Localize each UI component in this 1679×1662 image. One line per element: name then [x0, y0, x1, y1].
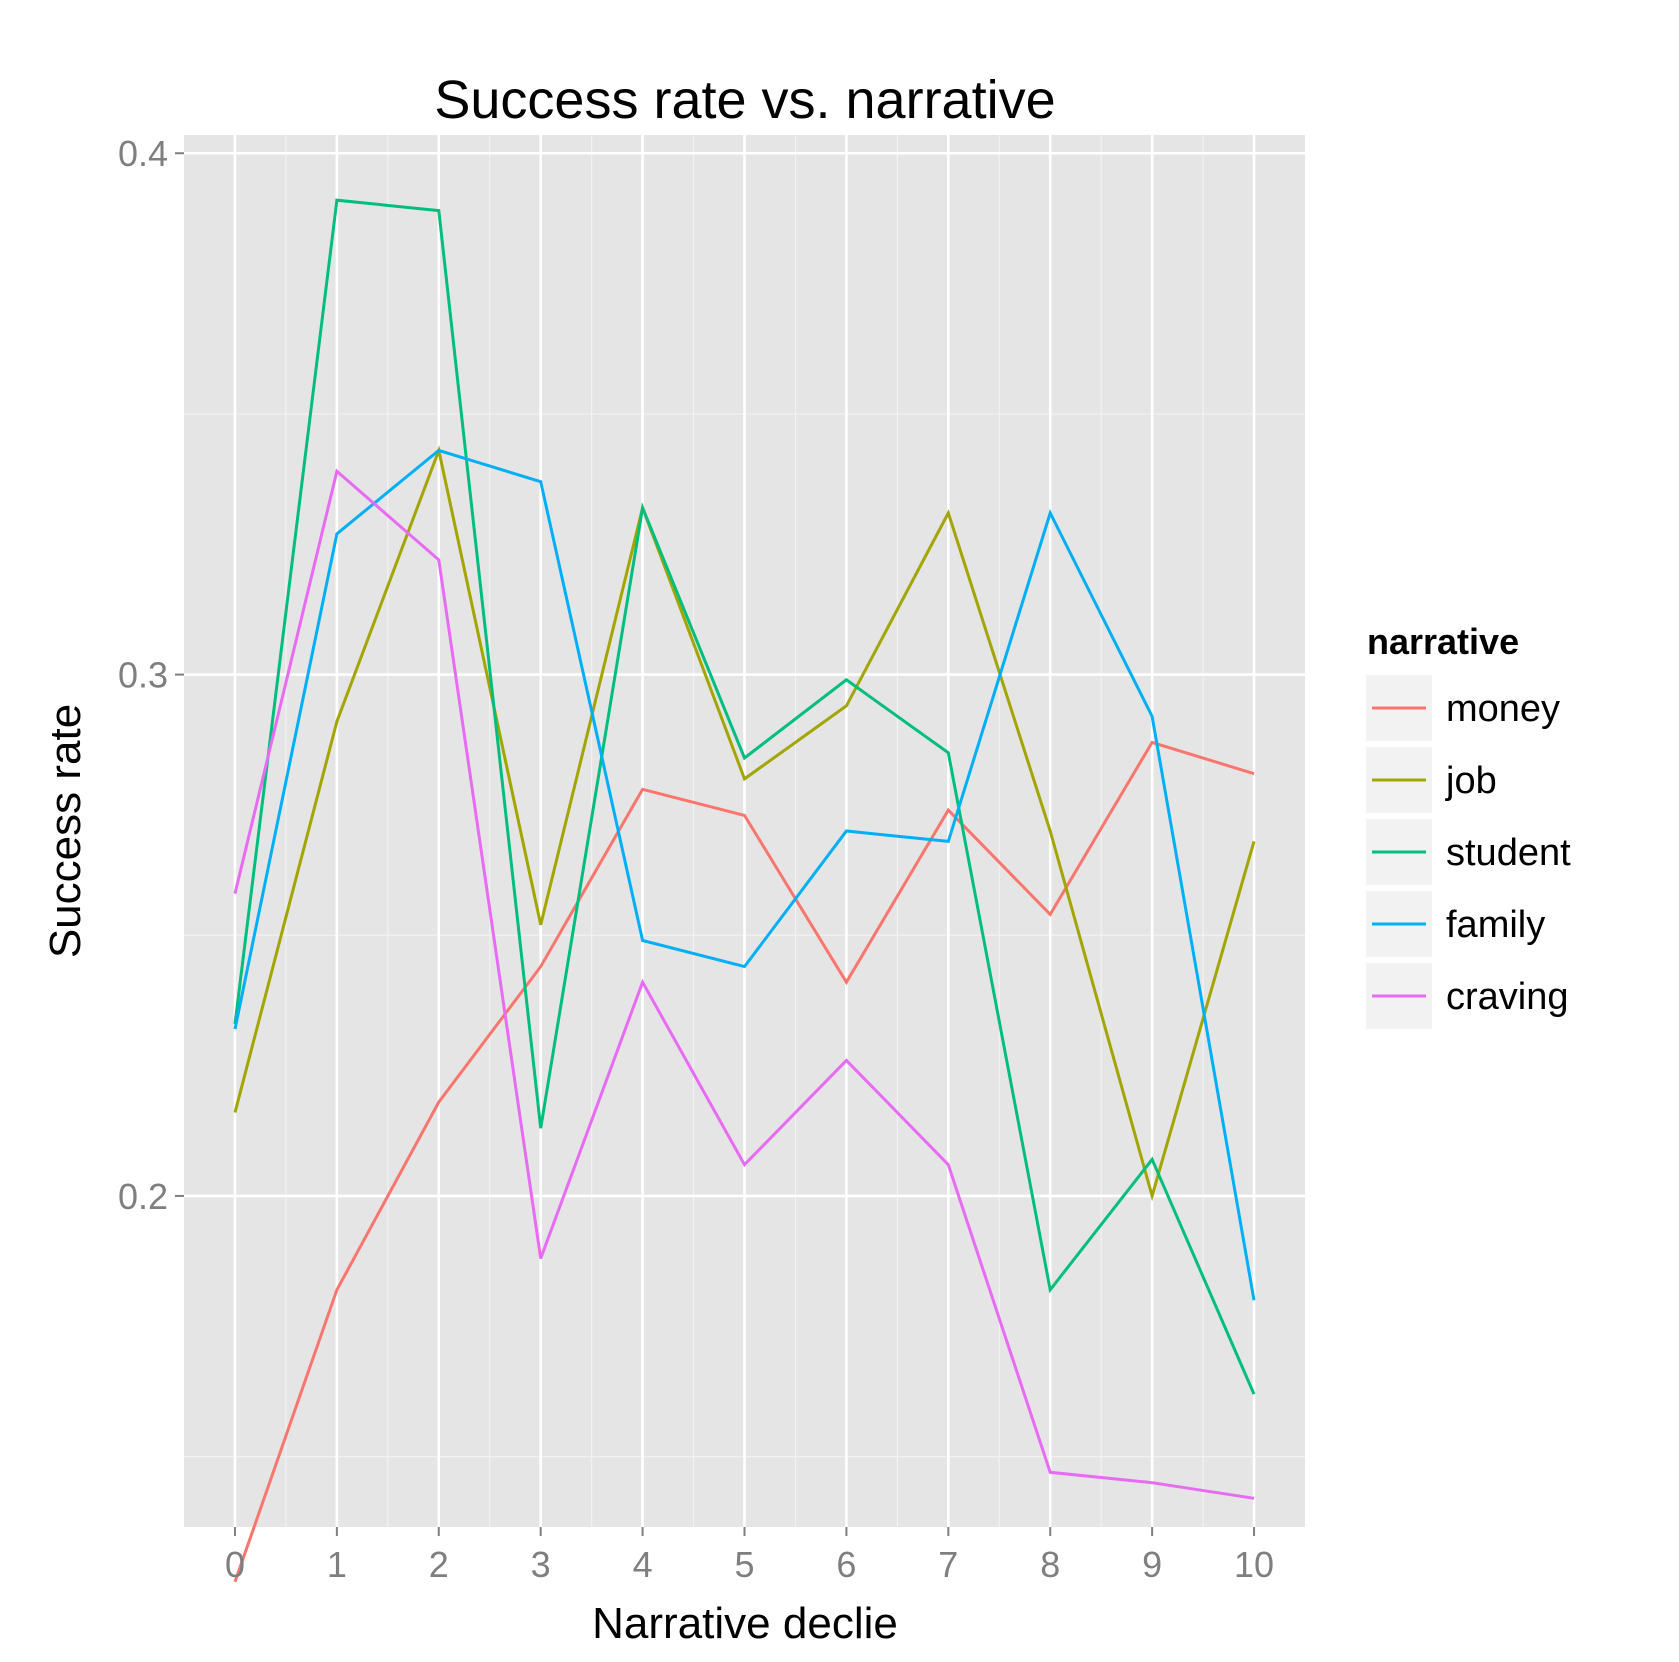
x-tick-label: 9 [1142, 1544, 1162, 1585]
x-tick-label: 0 [225, 1544, 245, 1585]
legend-label-student: student [1446, 832, 1571, 874]
axis-layer: 0 1 2 3 4 5 6 7 8 9 10 0.2 0.3 0.4 [118, 133, 1274, 1585]
y-tick-label: 0.3 [118, 655, 168, 696]
x-tick-label: 5 [734, 1544, 754, 1585]
x-tick-label: 1 [327, 1544, 347, 1585]
series-line-money [233, 740, 1255, 1583]
series-line-job [233, 445, 1256, 1202]
legend-label-job: job [1445, 760, 1497, 802]
legend-label-money: money [1446, 688, 1560, 730]
x-tick-label: 2 [429, 1544, 449, 1585]
legend: narrative money job student family craving [1366, 621, 1571, 1029]
x-axis-title: Narrative declie [592, 1599, 898, 1648]
legend-title: narrative [1367, 621, 1519, 662]
chart-title: Success rate vs. narrative [434, 70, 1055, 130]
series-line-student [233, 198, 1256, 1395]
x-tick-label: 6 [836, 1544, 856, 1585]
x-tick-label: 4 [633, 1544, 653, 1585]
series-layer [233, 198, 1256, 1583]
legend-label-family: family [1446, 904, 1545, 946]
series-line-craving [233, 468, 1255, 1500]
legend-label-craving: craving [1446, 976, 1569, 1018]
x-tick-label: 3 [531, 1544, 551, 1585]
x-tick-label: 10 [1234, 1544, 1274, 1585]
series-line-family [233, 448, 1256, 1301]
x-tick-label: 7 [938, 1544, 958, 1585]
x-tick-label: 8 [1040, 1544, 1060, 1585]
y-tick-label: 0.2 [118, 1176, 168, 1217]
y-tick-label: 0.4 [118, 133, 168, 174]
y-axis-title: Success rate [41, 704, 90, 958]
